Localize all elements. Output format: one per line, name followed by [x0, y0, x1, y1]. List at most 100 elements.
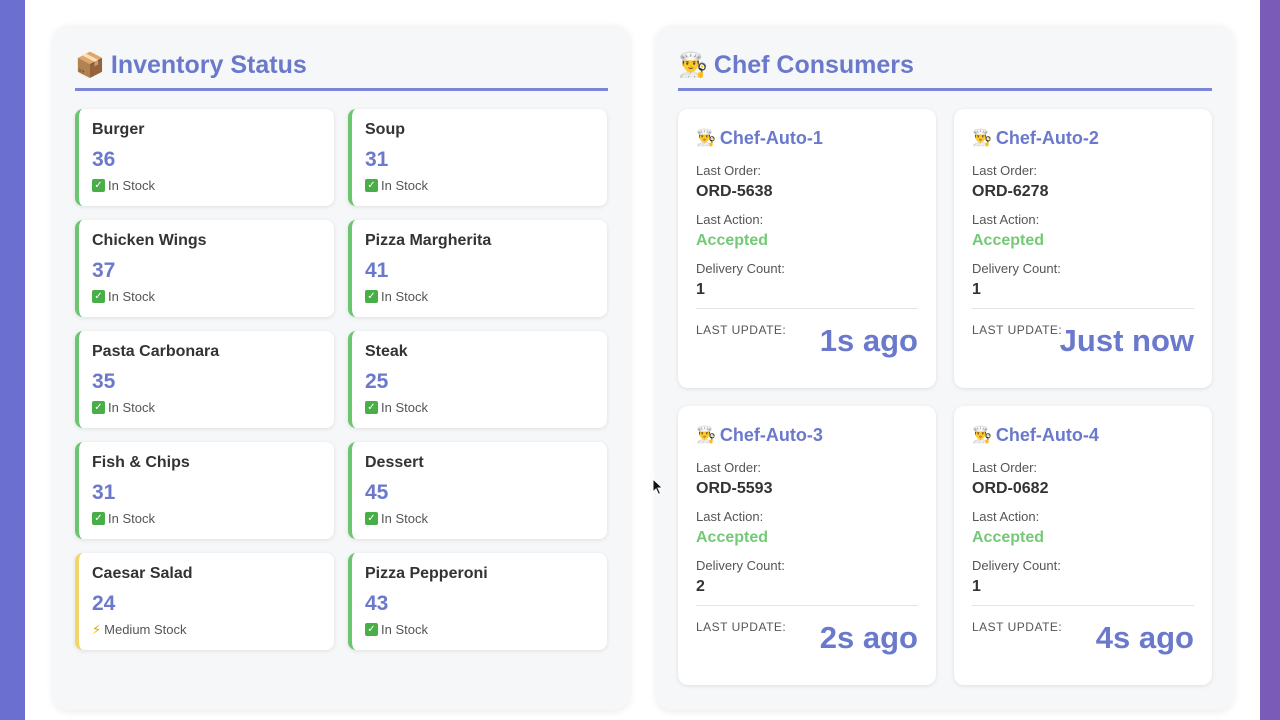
chef-icon: 👨‍🍳 [972, 130, 992, 147]
inventory-card: Pasta Carbonara 35 ✓ In Stock [75, 331, 334, 428]
last-order-label: Last Order: [696, 460, 762, 475]
item-status: ✓ In Stock [92, 511, 334, 526]
check-icon: ✓ [365, 512, 378, 525]
check-icon: ✓ [92, 179, 105, 192]
inventory-card: Burger 36 ✓ In Stock [75, 109, 334, 206]
item-quantity: 37 [92, 259, 116, 282]
delivery-count-value: 1 [696, 281, 705, 298]
item-quantity: 31 [365, 148, 389, 171]
item-quantity: 31 [92, 481, 116, 504]
item-quantity: 36 [92, 148, 116, 171]
chef-name-text: Chef-Auto-4 [995, 424, 1099, 445]
chef-card: 👨‍🍳 Chef-Auto-4 Last Order: ORD-0682 Last… [954, 406, 1212, 685]
item-status: ⚡ Medium Stock [92, 622, 334, 637]
last-action-value: Accepted [696, 529, 769, 546]
last-update-value: 2s ago [819, 620, 918, 655]
chef-icon: 👨‍🍳 [696, 427, 716, 444]
lightning-icon: ⚡ [92, 622, 102, 637]
item-status-text: In Stock [381, 511, 428, 526]
chef-name: 👨‍🍳 Chef-Auto-4 [972, 422, 1194, 448]
chef-name: 👨‍🍳 Chef-Auto-1 [696, 125, 918, 151]
last-order-value: ORD-0682 [972, 480, 1049, 497]
item-quantity: 41 [365, 259, 389, 282]
chef-card: 👨‍🍳 Chef-Auto-2 Last Order: ORD-6278 Last… [954, 109, 1212, 388]
dashboard-page: 📦 Inventory Status Burger 36 ✓ In Stock S… [25, 0, 1260, 720]
last-order-label: Last Order: [972, 163, 1038, 178]
last-update-label: LAST UPDATE: [972, 620, 1063, 634]
inventory-card: Pizza Margherita 41 ✓ In Stock [348, 220, 607, 317]
item-status: ✓ In Stock [365, 511, 607, 526]
item-status: ✓ In Stock [365, 622, 607, 637]
inventory-panel: 📦 Inventory Status Burger 36 ✓ In Stock S… [53, 25, 630, 710]
last-action-label: Last Action: [696, 509, 764, 524]
last-action-value: Accepted [972, 529, 1045, 546]
last-order-label: Last Order: [696, 163, 762, 178]
delivery-count-value: 1 [972, 281, 981, 298]
item-status-text: In Stock [381, 622, 428, 637]
last-order-label: Last Order: [972, 460, 1038, 475]
last-action-value: Accepted [972, 232, 1045, 249]
divider [972, 605, 1194, 606]
check-icon: ✓ [92, 512, 105, 525]
inventory-card: Chicken Wings 37 ✓ In Stock [75, 220, 334, 317]
item-status-text: In Stock [381, 178, 428, 193]
chef-title: 👨‍🍳 Chef Consumers [678, 47, 1212, 91]
chef-name-text: Chef-Auto-3 [719, 424, 823, 445]
item-name: Soup [365, 121, 405, 138]
inventory-card: Soup 31 ✓ In Stock [348, 109, 607, 206]
item-quantity: 25 [365, 370, 389, 393]
last-update-label: LAST UPDATE: [972, 323, 1063, 337]
check-icon: ✓ [365, 623, 378, 636]
chef-name-text: Chef-Auto-2 [995, 127, 1099, 148]
item-name: Chicken Wings [92, 232, 207, 249]
item-status-text: In Stock [108, 289, 155, 304]
chef-name: 👨‍🍳 Chef-Auto-3 [696, 422, 918, 448]
check-icon: ✓ [92, 401, 105, 414]
item-name: Burger [92, 121, 145, 138]
chef-name-text: Chef-Auto-1 [719, 127, 823, 148]
item-name: Pasta Carbonara [92, 343, 220, 360]
chef-card: 👨‍🍳 Chef-Auto-3 Last Order: ORD-5593 Last… [678, 406, 936, 685]
item-name: Pizza Margherita [365, 232, 492, 249]
item-name: Steak [365, 343, 408, 360]
inventory-grid: Burger 36 ✓ In Stock Soup 31 ✓ In Stock Ch… [75, 109, 607, 650]
item-status: ✓ In Stock [92, 400, 334, 415]
last-update-value: 1s ago [819, 323, 918, 358]
last-update-value: 4s ago [1095, 620, 1194, 655]
inventory-card: Dessert 45 ✓ In Stock [348, 442, 607, 539]
inventory-card: Steak 25 ✓ In Stock [348, 331, 607, 428]
delivery-count-label: Delivery Count: [696, 558, 785, 573]
check-icon: ✓ [365, 179, 378, 192]
item-quantity: 43 [365, 592, 389, 615]
last-action-label: Last Action: [972, 509, 1040, 524]
item-status-text: In Stock [108, 511, 155, 526]
item-name: Dessert [365, 454, 424, 471]
item-status-text: Medium Stock [104, 622, 187, 637]
item-name: Fish & Chips [92, 454, 190, 471]
last-update-label: LAST UPDATE: [696, 620, 787, 634]
delivery-count-label: Delivery Count: [972, 558, 1061, 573]
delivery-count-value: 2 [696, 578, 705, 595]
chef-grid: 👨‍🍳 Chef-Auto-1 Last Order: ORD-5638 Last… [678, 109, 1212, 685]
inventory-title: 📦 Inventory Status [75, 47, 608, 91]
item-name: Pizza Pepperoni [365, 565, 488, 582]
last-order-value: ORD-6278 [972, 183, 1049, 200]
item-quantity: 35 [92, 370, 116, 393]
check-icon: ✓ [365, 290, 378, 303]
chef-panel: 👨‍🍳 Chef Consumers 👨‍🍳 Chef-Auto-1 Last O… [656, 25, 1234, 710]
item-quantity: 45 [365, 481, 389, 504]
chef-card: 👨‍🍳 Chef-Auto-1 Last Order: ORD-5638 Last… [678, 109, 936, 388]
chef-name: 👨‍🍳 Chef-Auto-2 [972, 125, 1194, 151]
item-status-text: In Stock [381, 289, 428, 304]
inventory-title-text: Inventory Status [110, 51, 307, 79]
item-status: ✓ In Stock [365, 400, 607, 415]
divider [696, 605, 918, 606]
delivery-count-label: Delivery Count: [696, 261, 785, 276]
mouse-cursor-icon [652, 478, 664, 496]
item-status-text: In Stock [108, 178, 155, 193]
check-icon: ✓ [365, 401, 378, 414]
item-quantity: 24 [92, 592, 116, 615]
last-order-value: ORD-5638 [696, 183, 773, 200]
item-status-text: In Stock [381, 400, 428, 415]
chef-title-text: Chef Consumers [713, 51, 914, 79]
